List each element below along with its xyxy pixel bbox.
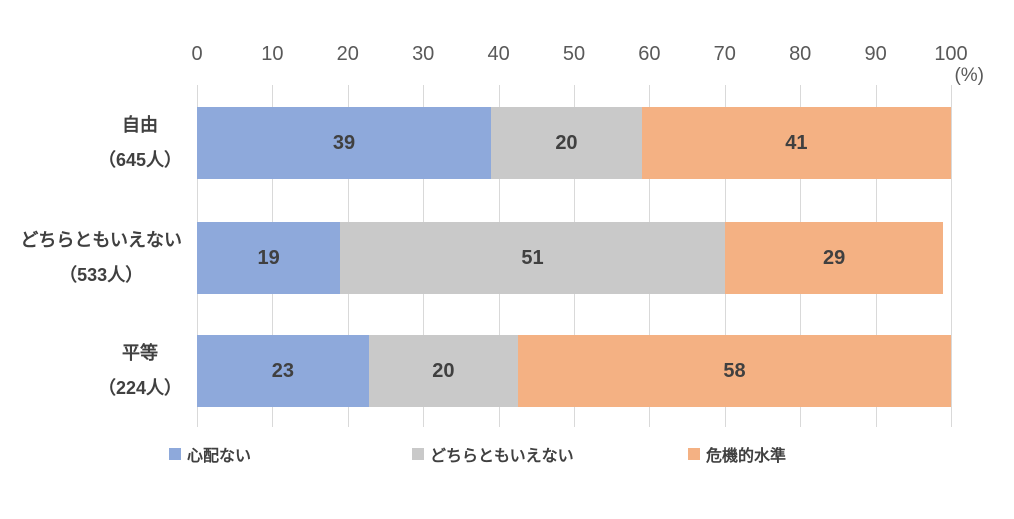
x-axis-tick-label: 70 bbox=[713, 43, 736, 65]
legend-item: どちらともいえない bbox=[412, 443, 574, 465]
legend-label: 心配ない bbox=[187, 448, 252, 465]
legend-item: 心配ない bbox=[169, 443, 251, 465]
bar-value-label: 20 bbox=[432, 359, 455, 382]
category-count: （224人） bbox=[97, 378, 182, 398]
category-label: 平等 （224人） bbox=[98, 336, 182, 406]
bar-segment: 41 bbox=[641, 107, 951, 179]
x-axis-tick-label: 60 bbox=[638, 43, 661, 65]
bar-value-label: 58 bbox=[723, 359, 746, 382]
x-axis-tick-label: 10 bbox=[261, 43, 284, 65]
x-axis-tick-label: 0 bbox=[191, 43, 203, 65]
bar-value-label: 29 bbox=[823, 246, 846, 269]
legend-item: 危機的水準 bbox=[688, 443, 786, 465]
legend-label: どちらともいえない bbox=[430, 448, 574, 465]
category-name: 自由 bbox=[121, 115, 158, 135]
bar-value-label: 20 bbox=[555, 131, 578, 154]
legend-marker-icon bbox=[688, 448, 700, 460]
axis-unit-label: (%) bbox=[954, 65, 984, 86]
category-name: 平等 bbox=[121, 343, 158, 363]
bar-segment: 39 bbox=[197, 107, 492, 179]
x-axis-tick-label: 80 bbox=[789, 43, 812, 65]
bar-segment: 23 bbox=[197, 335, 369, 407]
gridline bbox=[951, 85, 952, 427]
bar-segment: 58 bbox=[518, 335, 951, 407]
bar-value-label: 51 bbox=[521, 246, 544, 269]
x-axis-tick-label: 20 bbox=[336, 43, 359, 65]
legend-marker-icon bbox=[412, 448, 424, 460]
bar-value-label: 41 bbox=[785, 131, 808, 154]
bar-segment: 51 bbox=[340, 222, 725, 294]
category-label: どちらともいえない （533人） bbox=[20, 223, 182, 293]
category-count: （533人） bbox=[59, 265, 144, 285]
bar-segment: 19 bbox=[197, 222, 341, 294]
x-axis-tick-label: 50 bbox=[562, 43, 586, 65]
legend-marker-icon bbox=[169, 448, 181, 460]
category-name: どちらともいえない bbox=[20, 230, 182, 250]
category-label: 自由 （645人） bbox=[98, 108, 182, 178]
x-axis-tick-label: 100 bbox=[934, 43, 968, 65]
x-axis-tick-label: 90 bbox=[864, 43, 887, 65]
bar-value-label: 39 bbox=[332, 131, 356, 154]
category-count: （645人） bbox=[97, 150, 182, 170]
bar-segment: 29 bbox=[724, 222, 944, 294]
bar-value-label: 23 bbox=[271, 359, 294, 382]
legend-label: 危機的水準 bbox=[706, 448, 787, 465]
bar-value-label: 19 bbox=[257, 246, 280, 269]
bar-segment: 20 bbox=[491, 107, 642, 179]
bar-segment: 20 bbox=[368, 335, 518, 407]
x-axis-tick-label: 40 bbox=[487, 43, 510, 65]
x-axis-tick-label: 30 bbox=[412, 43, 435, 65]
